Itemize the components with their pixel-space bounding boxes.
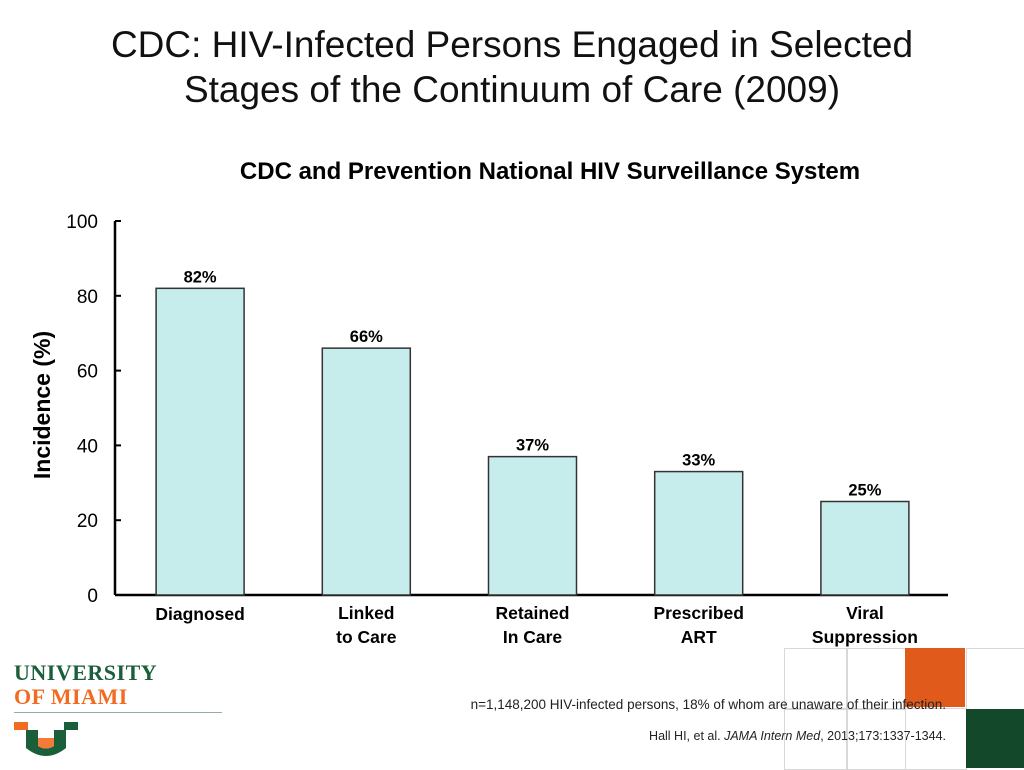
data-label: 82% [184, 268, 217, 286]
sample-footnote: n=1,148,200 HIV-infected persons, 18% of… [470, 697, 946, 712]
university-logo: UNIVERSITY OF MIAMI [14, 660, 224, 760]
chart-title: CDC and Prevention National HIV Surveill… [239, 158, 861, 185]
decor-square [784, 648, 848, 710]
y-axis-label: Incidence (%) [29, 331, 55, 479]
logo-line-2: OF MIAMI [14, 684, 128, 709]
u-mark-icon [14, 722, 78, 756]
logo-line-1: UNIVERSITY [14, 660, 158, 685]
x-tick-label: Viral [846, 603, 884, 623]
decor-square [966, 648, 1024, 710]
logo-divider [14, 712, 222, 713]
data-label: 66% [350, 328, 383, 346]
x-tick-label: Diagnosed [155, 604, 244, 624]
bar [487, 455, 578, 596]
y-tick-label: 80 [77, 287, 98, 308]
decor-square-orange [905, 648, 965, 707]
data-label: 25% [848, 482, 881, 500]
decor-square-green [966, 709, 1024, 768]
bar [653, 470, 744, 596]
citation-details: , 2013;173:1337-1344. [820, 729, 946, 743]
x-tick-label: Suppression [812, 627, 918, 647]
data-label: 33% [682, 452, 715, 470]
bar [155, 287, 245, 596]
slide-title-line-2: Stages of the Continuum of Care (2009) [183, 69, 841, 110]
slide-title: CDC: HIV-Infected Persons Engaged in Sel… [0, 22, 1024, 112]
x-tick-label: ART [681, 627, 717, 647]
y-tick-label: 40 [77, 436, 98, 457]
x-tick-label: Linked [338, 603, 394, 623]
y-tick-label: 20 [77, 511, 98, 532]
x-tick-label: In Care [503, 627, 563, 647]
x-tick-label: Prescribed [653, 603, 743, 623]
y-tick-label: 0 [87, 586, 98, 607]
x-tick-label: Retained [496, 603, 570, 623]
x-tick-label: to Care [336, 627, 397, 647]
citation-authors: Hall HI, et al. [649, 729, 725, 743]
bar-chart: 0 20 40 60 80 100 Incidence (%) 82% Diagnosed 66%… [29, 212, 948, 647]
slide-title-line-1: CDC: HIV-Infected Persons Engaged in Sel… [110, 24, 914, 65]
bar [321, 347, 412, 596]
citation: Hall HI, et al. JAMA Intern Med, 2013;17… [649, 729, 946, 743]
y-tick-label: 60 [77, 362, 98, 383]
bar [820, 500, 910, 596]
data-label: 37% [516, 437, 549, 455]
citation-journal: JAMA Intern Med [724, 729, 821, 743]
y-tick-label: 100 [66, 212, 98, 233]
